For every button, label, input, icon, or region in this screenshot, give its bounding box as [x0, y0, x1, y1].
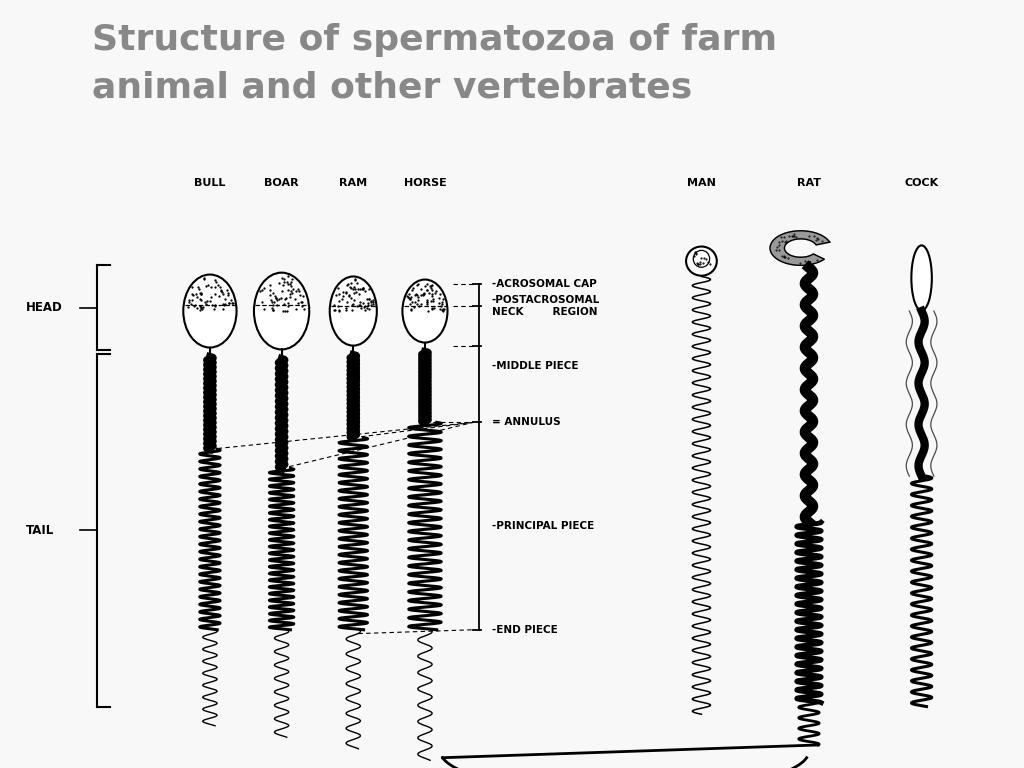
Text: -ACROSOMAL CAP: -ACROSOMAL CAP [492, 280, 596, 290]
Text: -END PIECE: -END PIECE [492, 624, 557, 635]
Text: HEAD: HEAD [26, 301, 62, 314]
Text: HORSE: HORSE [403, 178, 446, 188]
Ellipse shape [330, 276, 377, 346]
Polygon shape [770, 231, 829, 265]
Ellipse shape [402, 280, 447, 343]
Text: MAN: MAN [687, 178, 716, 188]
Text: = ANNULUS: = ANNULUS [492, 417, 560, 428]
Ellipse shape [254, 273, 309, 349]
Text: TAIL: TAIL [26, 524, 54, 537]
Text: -PRINCIPAL PIECE: -PRINCIPAL PIECE [492, 521, 594, 531]
Ellipse shape [183, 275, 237, 348]
Text: BOAR: BOAR [264, 178, 299, 188]
Ellipse shape [911, 246, 932, 310]
Text: BULL: BULL [195, 178, 225, 188]
Ellipse shape [686, 247, 717, 276]
Text: -POSTACROSOMAL: -POSTACROSOMAL [492, 295, 600, 305]
Text: RAM: RAM [339, 178, 368, 188]
Text: NECK        REGION: NECK REGION [492, 307, 597, 317]
Text: COCK: COCK [904, 178, 939, 188]
Text: Structure of spermatozoa of farm
animal and other vertebrates: Structure of spermatozoa of farm animal … [92, 23, 777, 104]
Text: -MIDDLE PIECE: -MIDDLE PIECE [492, 360, 578, 371]
Text: RAT: RAT [797, 178, 821, 188]
